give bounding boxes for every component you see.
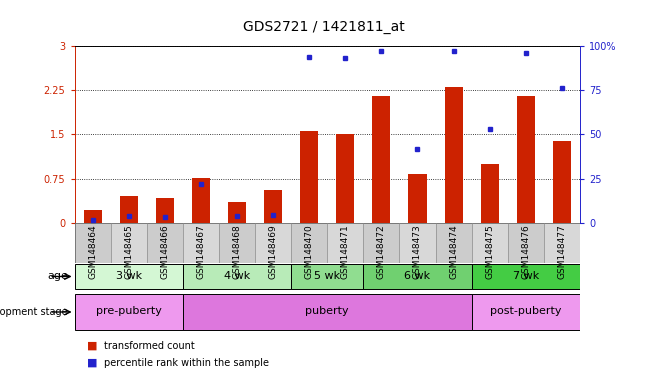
Bar xyxy=(508,223,544,263)
Bar xyxy=(156,198,174,223)
Text: post-puberty: post-puberty xyxy=(490,306,562,316)
Text: GSM148477: GSM148477 xyxy=(557,224,566,279)
Text: GSM148467: GSM148467 xyxy=(196,224,205,279)
Bar xyxy=(472,294,580,330)
Bar xyxy=(264,190,282,223)
Text: age: age xyxy=(47,271,68,281)
Text: GSM148472: GSM148472 xyxy=(377,224,386,278)
Text: GSM148464: GSM148464 xyxy=(88,224,97,278)
Text: 5 wk: 5 wk xyxy=(314,271,340,281)
Bar xyxy=(481,164,499,223)
Bar xyxy=(219,223,255,263)
Bar xyxy=(472,223,508,263)
Text: GSM148469: GSM148469 xyxy=(268,224,277,279)
Bar xyxy=(517,96,535,223)
Bar xyxy=(183,223,219,263)
Text: development stage: development stage xyxy=(0,307,68,317)
Text: GDS2721 / 1421811_at: GDS2721 / 1421811_at xyxy=(243,20,405,34)
Bar xyxy=(75,264,183,289)
Text: GSM148473: GSM148473 xyxy=(413,224,422,279)
Bar xyxy=(111,223,146,263)
Text: GSM148476: GSM148476 xyxy=(521,224,530,279)
Bar xyxy=(84,210,102,223)
Bar xyxy=(399,223,435,263)
Text: 7 wk: 7 wk xyxy=(513,271,539,281)
Bar xyxy=(435,223,472,263)
Text: GSM148474: GSM148474 xyxy=(449,224,458,278)
Bar xyxy=(183,264,291,289)
Bar xyxy=(544,223,580,263)
Bar xyxy=(364,264,472,289)
Bar xyxy=(445,87,463,223)
Bar xyxy=(300,131,318,223)
Bar xyxy=(192,178,210,223)
Text: transformed count: transformed count xyxy=(104,341,194,351)
Text: ■: ■ xyxy=(87,341,98,351)
Text: GSM148465: GSM148465 xyxy=(124,224,133,279)
Bar xyxy=(553,141,571,223)
Bar xyxy=(146,223,183,263)
Bar xyxy=(373,96,390,223)
Text: GSM148466: GSM148466 xyxy=(160,224,169,279)
Text: puberty: puberty xyxy=(305,306,349,316)
Text: 3 wk: 3 wk xyxy=(115,271,142,281)
Text: percentile rank within the sample: percentile rank within the sample xyxy=(104,358,269,368)
Bar xyxy=(364,223,399,263)
Text: GSM148471: GSM148471 xyxy=(341,224,350,279)
Bar xyxy=(183,294,472,330)
Text: GSM148468: GSM148468 xyxy=(233,224,242,279)
Bar xyxy=(228,202,246,223)
Bar xyxy=(408,174,426,223)
Bar xyxy=(291,223,327,263)
Bar xyxy=(327,223,364,263)
Bar xyxy=(472,264,580,289)
Text: GSM148470: GSM148470 xyxy=(305,224,314,279)
Bar xyxy=(75,294,183,330)
Text: GSM148475: GSM148475 xyxy=(485,224,494,279)
Bar xyxy=(291,264,364,289)
Text: 6 wk: 6 wk xyxy=(404,271,430,281)
Bar xyxy=(336,134,354,223)
Bar xyxy=(255,223,291,263)
Text: ■: ■ xyxy=(87,358,98,368)
Text: 4 wk: 4 wk xyxy=(224,271,250,281)
Text: pre-puberty: pre-puberty xyxy=(96,306,161,316)
Bar xyxy=(75,223,111,263)
Bar xyxy=(120,196,138,223)
